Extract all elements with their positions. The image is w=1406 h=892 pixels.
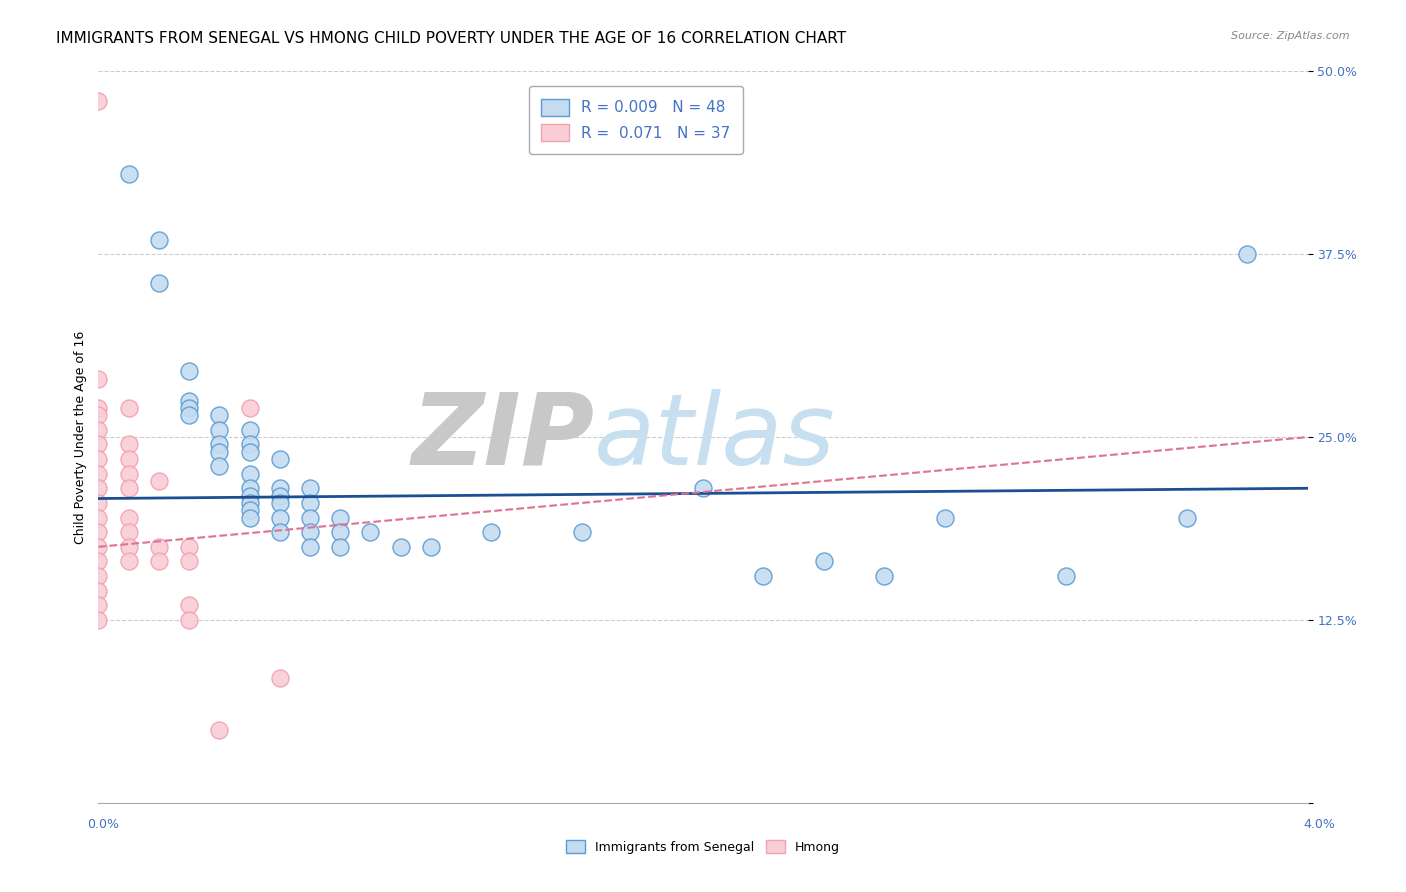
Text: IMMIGRANTS FROM SENEGAL VS HMONG CHILD POVERTY UNDER THE AGE OF 16 CORRELATION C: IMMIGRANTS FROM SENEGAL VS HMONG CHILD P… <box>56 31 846 46</box>
Point <box>420 540 443 554</box>
Point <box>179 599 201 613</box>
Text: 0.0%: 0.0% <box>87 818 118 830</box>
Point <box>329 540 352 554</box>
Point <box>148 540 170 554</box>
Point <box>118 467 141 481</box>
Text: ZIP: ZIP <box>411 389 595 485</box>
Point <box>179 393 201 408</box>
Legend: R = 0.009   N = 48, R =  0.071   N = 37: R = 0.009 N = 48, R = 0.071 N = 37 <box>529 87 742 153</box>
Point <box>299 481 322 495</box>
Point <box>692 481 714 495</box>
Point <box>118 437 141 451</box>
Y-axis label: Child Poverty Under the Age of 16: Child Poverty Under the Age of 16 <box>75 330 87 544</box>
Point <box>329 525 352 540</box>
Point <box>752 569 775 583</box>
Point <box>87 94 110 108</box>
Point <box>208 408 231 422</box>
Point <box>389 540 412 554</box>
Point <box>239 510 262 524</box>
Point <box>934 510 956 524</box>
Point <box>118 540 141 554</box>
Point <box>118 167 141 181</box>
Point <box>87 408 110 422</box>
Point <box>239 503 262 517</box>
Point <box>299 525 322 540</box>
Point <box>118 510 141 524</box>
Point <box>87 423 110 437</box>
Point <box>118 452 141 467</box>
Point <box>208 723 231 737</box>
Point <box>360 525 382 540</box>
Point <box>239 423 262 437</box>
Point <box>179 540 201 554</box>
Point <box>118 525 141 540</box>
Point <box>87 554 110 568</box>
Point <box>239 467 262 481</box>
Point <box>87 371 110 385</box>
Point <box>269 510 291 524</box>
Point <box>148 474 170 488</box>
Point <box>87 401 110 415</box>
Point <box>239 489 262 503</box>
Point <box>148 554 170 568</box>
Point <box>1175 510 1198 524</box>
Point <box>239 496 262 510</box>
Point <box>179 554 201 568</box>
Text: atlas: atlas <box>595 389 835 485</box>
Point <box>179 364 201 378</box>
Point <box>87 467 110 481</box>
Point <box>87 525 110 540</box>
Point <box>1054 569 1077 583</box>
Point <box>87 496 110 510</box>
Point <box>87 613 110 627</box>
Point <box>239 444 262 458</box>
Point <box>299 510 322 524</box>
Point <box>329 510 352 524</box>
Point <box>87 481 110 495</box>
Point <box>208 444 231 458</box>
Point <box>269 489 291 503</box>
Point <box>873 569 896 583</box>
Point <box>208 423 231 437</box>
Point <box>269 481 291 495</box>
Point <box>87 599 110 613</box>
Point <box>118 554 141 568</box>
Point <box>87 569 110 583</box>
Point <box>269 496 291 510</box>
Point <box>148 277 170 291</box>
Point <box>481 525 503 540</box>
Point <box>813 554 835 568</box>
Point <box>299 496 322 510</box>
Point <box>208 437 231 451</box>
Point <box>239 437 262 451</box>
Point <box>179 613 201 627</box>
Point <box>118 481 141 495</box>
Point <box>148 233 170 247</box>
Point <box>179 408 201 422</box>
Point <box>87 452 110 467</box>
Point <box>179 401 201 415</box>
Point <box>269 452 291 467</box>
Point <box>239 481 262 495</box>
Point <box>299 540 322 554</box>
Point <box>208 459 231 474</box>
Point <box>239 401 262 415</box>
Point <box>118 401 141 415</box>
Text: 4.0%: 4.0% <box>1303 818 1334 830</box>
Point <box>571 525 593 540</box>
Point <box>269 672 291 686</box>
Point <box>87 583 110 598</box>
Point <box>87 437 110 451</box>
Text: Source: ZipAtlas.com: Source: ZipAtlas.com <box>1232 31 1350 41</box>
Point <box>269 525 291 540</box>
Point <box>87 510 110 524</box>
Point <box>87 540 110 554</box>
Point <box>1236 247 1258 261</box>
